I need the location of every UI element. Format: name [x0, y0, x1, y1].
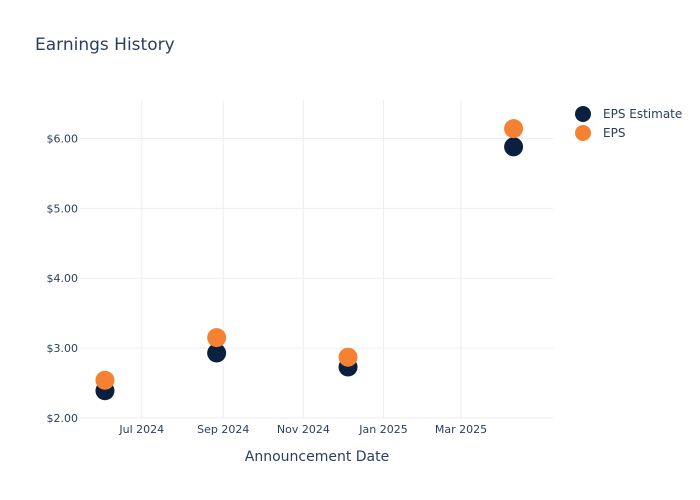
- y-tick-label: $4.00: [47, 272, 79, 285]
- tick-labels: Jul 2024 Sep 2024 Nov 2024 Jan 2025 Mar 2025…: [47, 132, 488, 436]
- legend-marker: [575, 125, 591, 141]
- data-points: [95, 119, 524, 401]
- x-tick-label: Sep 2024: [197, 423, 249, 436]
- eps-point[interactable]: [207, 328, 227, 348]
- x-tick-label: Jan 2025: [358, 423, 407, 436]
- eps-estimate-point[interactable]: [504, 137, 524, 157]
- y-tick-label: $5.00: [47, 202, 79, 215]
- y-tick-label: $2.00: [47, 412, 79, 425]
- grid: [80, 100, 553, 419]
- eps-point[interactable]: [338, 347, 358, 367]
- x-tick-label: Mar 2025: [435, 423, 487, 436]
- chart-title: Earnings History: [35, 35, 175, 55]
- legend-label: EPS Estimate: [603, 107, 682, 121]
- legend-marker: [575, 106, 591, 122]
- eps-point[interactable]: [504, 119, 524, 139]
- eps-point[interactable]: [95, 370, 115, 390]
- legend-label: EPS: [603, 126, 625, 140]
- y-tick-label: $6.00: [47, 132, 79, 145]
- x-axis-title: Announcement Date: [245, 449, 389, 465]
- legend: EPS Estimate EPS: [575, 106, 682, 141]
- x-tick-label: Nov 2024: [277, 423, 330, 436]
- x-tick-label: Jul 2024: [118, 423, 164, 436]
- y-tick-label: $3.00: [47, 342, 79, 355]
- eps-estimate-point[interactable]: [207, 343, 227, 363]
